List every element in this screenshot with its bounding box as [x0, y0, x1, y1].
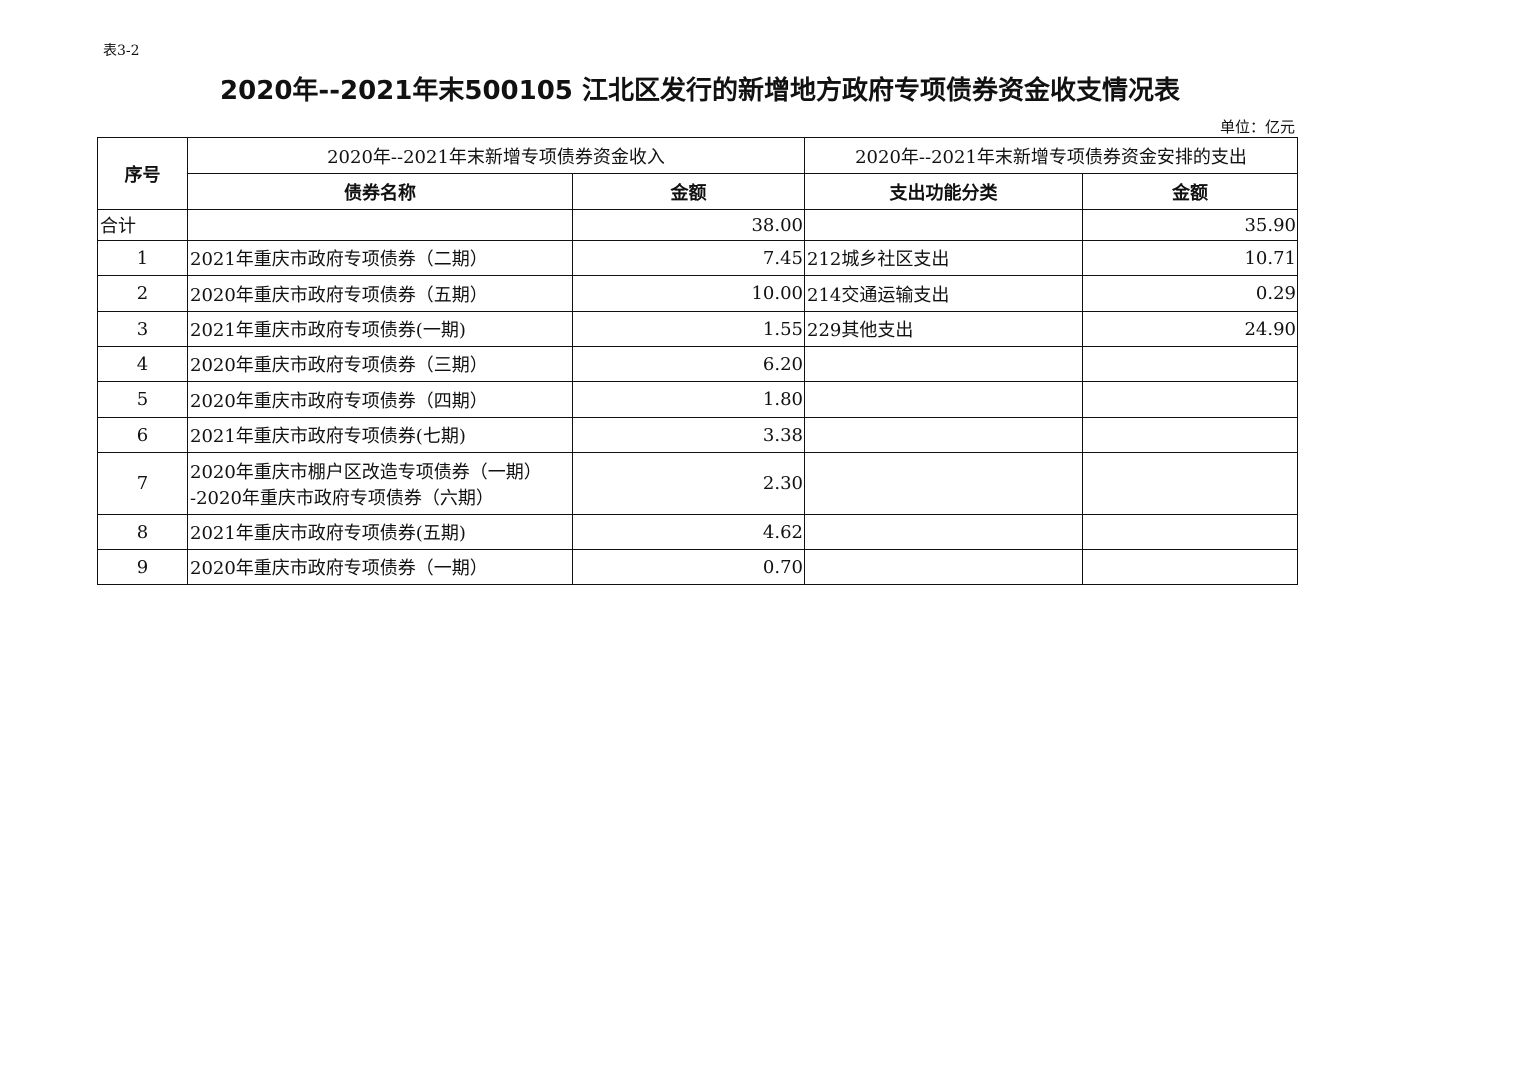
row-seq: 5	[97, 381, 188, 418]
budget-table: 序号 2020年--2021年末新增专项债券资金收入 2020年--2021年末…	[97, 137, 1298, 585]
expense-amount	[1082, 417, 1298, 453]
row-seq: 6	[97, 417, 188, 453]
bond-name: 2020年重庆市政府专项债券（四期）	[187, 381, 573, 418]
total-expense-amount: 35.90	[1082, 209, 1298, 241]
bond-name: 2020年重庆市政府专项债券（三期）	[187, 346, 573, 382]
expense-category	[804, 452, 1083, 515]
bond-name: 2021年重庆市政府专项债券(五期)	[187, 514, 573, 550]
expense-amount: 24.90	[1082, 311, 1298, 347]
total-row: 合计 38.00 35.90	[97, 209, 1298, 241]
income-amount: 4.62	[572, 514, 805, 550]
table-row: 8 2021年重庆市政府专项债券(五期) 4.62	[97, 514, 1298, 550]
header-income-amount: 金额	[572, 173, 805, 210]
income-amount: 10.00	[572, 275, 805, 312]
expense-category	[804, 549, 1083, 585]
table-row: 3 2021年重庆市政府专项债券(一期) 1.55 229其他支出 24.90	[97, 311, 1298, 347]
total-label: 合计	[97, 209, 188, 241]
row-seq: 2	[97, 275, 188, 312]
row-seq: 8	[97, 514, 188, 550]
table-row: 4 2020年重庆市政府专项债券（三期） 6.20	[97, 346, 1298, 382]
header-expense-group: 2020年--2021年末新增专项债券资金安排的支出	[804, 137, 1298, 174]
table-row: 2 2020年重庆市政府专项债券（五期） 10.00 214交通运输支出 0.29	[97, 275, 1298, 312]
row-seq: 7	[97, 452, 188, 515]
page-title: 2020年--2021年末500105 江北区发行的新增地方政府专项债券资金收支…	[220, 76, 1180, 106]
table-number: 表3-2	[103, 43, 140, 59]
income-amount: 6.20	[572, 346, 805, 382]
expense-category: 229其他支出	[804, 311, 1083, 347]
table-row: 7 2020年重庆市棚户区改造专项债券（一期） -2020年重庆市政府专项债券（六期…	[97, 452, 1298, 515]
row-seq: 9	[97, 549, 188, 585]
total-category	[804, 209, 1083, 241]
expense-amount: 10.71	[1082, 240, 1298, 276]
bond-name: 2021年重庆市政府专项债券（二期）	[187, 240, 573, 276]
bond-name: 2020年重庆市棚户区改造专项债券（一期） -2020年重庆市政府专项债券（六期）	[187, 452, 573, 515]
total-bond	[187, 209, 573, 241]
row-seq: 1	[97, 240, 188, 276]
header-expense-category: 支出功能分类	[804, 173, 1083, 210]
income-amount: 1.80	[572, 381, 805, 418]
bond-name: 2021年重庆市政府专项债券(七期)	[187, 417, 573, 453]
income-amount: 3.38	[572, 417, 805, 453]
income-amount: 1.55	[572, 311, 805, 347]
expense-category	[804, 346, 1083, 382]
income-amount: 0.70	[572, 549, 805, 585]
header-bond-name: 债券名称	[187, 173, 573, 210]
expense-category	[804, 514, 1083, 550]
table-row: 1 2021年重庆市政府专项债券（二期） 7.45 212城乡社区支出 10.71	[97, 240, 1298, 276]
row-seq: 4	[97, 346, 188, 382]
expense-amount	[1082, 514, 1298, 550]
expense-category: 214交通运输支出	[804, 275, 1083, 312]
expense-amount: 0.29	[1082, 275, 1298, 312]
bond-name-line: -2020年重庆市政府专项债券（六期）	[190, 487, 494, 509]
header-seq: 序号	[97, 137, 188, 210]
bond-name: 2020年重庆市政府专项债券（五期）	[187, 275, 573, 312]
expense-amount	[1082, 346, 1298, 382]
bond-name: 2020年重庆市政府专项债券（一期）	[187, 549, 573, 585]
bond-name: 2021年重庆市政府专项债券(一期)	[187, 311, 573, 347]
income-amount: 2.30	[572, 452, 805, 515]
expense-category	[804, 381, 1083, 418]
expense-category: 212城乡社区支出	[804, 240, 1083, 276]
expense-category	[804, 417, 1083, 453]
header-income-group: 2020年--2021年末新增专项债券资金收入	[187, 137, 805, 174]
row-seq: 3	[97, 311, 188, 347]
total-income-amount: 38.00	[572, 209, 805, 241]
table-row: 9 2020年重庆市政府专项债券（一期） 0.70	[97, 549, 1298, 585]
expense-amount	[1082, 549, 1298, 585]
income-amount: 7.45	[572, 240, 805, 276]
unit-label: 单位：亿元	[1219, 118, 1295, 136]
expense-amount	[1082, 452, 1298, 515]
table-row: 5 2020年重庆市政府专项债券（四期） 1.80	[97, 381, 1298, 418]
expense-amount	[1082, 381, 1298, 418]
table-row: 6 2021年重庆市政府专项债券(七期) 3.38	[97, 417, 1298, 453]
bond-name-line: 2020年重庆市棚户区改造专项债券（一期）	[190, 461, 542, 483]
header-expense-amount: 金额	[1082, 173, 1298, 210]
